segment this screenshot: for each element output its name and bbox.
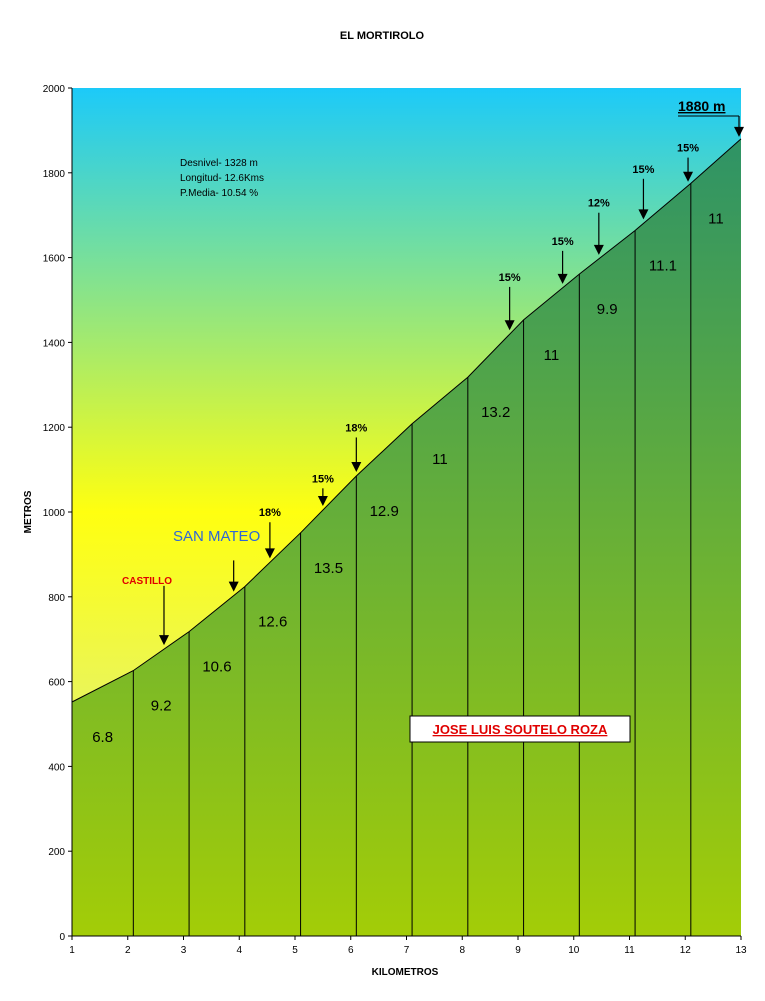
- ramp-arrow-head: [683, 171, 694, 182]
- segment-gradient-label: 13.5: [314, 560, 343, 577]
- segment-gradient-label: 9.2: [151, 698, 172, 715]
- ramp-arrow-head: [504, 320, 515, 331]
- x-tick-label: 5: [292, 945, 298, 956]
- place-label-san-mateo: SAN MATEO: [173, 528, 260, 545]
- author-credit: JOSE LUIS SOUTELO ROZA: [433, 722, 608, 737]
- y-tick-label: 400: [48, 762, 65, 773]
- segment-gradient-label: 12.6: [258, 614, 287, 631]
- ramp-arrow-head: [351, 461, 362, 472]
- x-tick-label: 2: [125, 945, 131, 956]
- x-tick-label: 12: [680, 945, 692, 956]
- x-tick-label: 7: [404, 945, 410, 956]
- stats-pendiente-media: P.Media- 10.54 %: [180, 188, 258, 199]
- ramp-arrow-head: [228, 581, 239, 592]
- y-tick-label: 2000: [43, 84, 66, 95]
- segment-gradient-label: 11: [544, 347, 560, 364]
- x-tick-label: 10: [568, 945, 580, 956]
- y-tick-label: 1200: [43, 423, 66, 434]
- segment-gradient-label: 9.9: [597, 301, 618, 318]
- summit-elevation-label: 1880 m: [678, 98, 725, 114]
- ramp-arrow-head: [317, 496, 328, 507]
- x-tick-label: 1: [69, 945, 75, 956]
- y-axis-label: METROS: [23, 490, 34, 533]
- ramp-percent-label: 18%: [259, 507, 281, 519]
- ramp-arrow-head: [557, 273, 568, 284]
- x-tick-label: 9: [515, 945, 521, 956]
- ramp-percent-label: 15%: [312, 473, 334, 485]
- ramp-percent-label: 15%: [499, 272, 521, 284]
- x-tick-label: 4: [236, 945, 242, 956]
- y-tick-label: 1400: [43, 338, 66, 349]
- x-tick-label: 3: [181, 945, 187, 956]
- segment-gradient-label: 6.8: [92, 729, 113, 746]
- y-tick-label: 200: [48, 847, 65, 858]
- y-tick-label: 1600: [43, 254, 66, 265]
- segment-gradient-label: 10.6: [202, 659, 231, 676]
- y-tick-label: 800: [48, 593, 65, 604]
- segment-gradient-label: 11: [432, 451, 448, 468]
- ramp-percent-label: 15%: [677, 143, 699, 155]
- ramp-arrow-head: [593, 244, 604, 255]
- segment-gradient-label: 11.1: [649, 257, 677, 274]
- y-tick-label: 0: [59, 932, 65, 943]
- stats-desnivel: Desnivel- 1328 m: [180, 158, 258, 169]
- ramp-percent-label: 12%: [588, 198, 610, 210]
- ramp-arrow-head: [264, 548, 275, 559]
- author-box: [409, 715, 631, 743]
- x-tick-label: 8: [459, 945, 465, 956]
- segment-gradient-label: 12.9: [370, 503, 399, 520]
- ramp-arrow-head: [638, 209, 649, 220]
- ramp-percent-label: 15%: [632, 164, 654, 176]
- x-axis-label: KILOMETROS: [372, 967, 439, 978]
- segment-gradient-label: 11: [708, 210, 724, 227]
- stats-longitud: Longitud- 12.6Kms: [180, 173, 264, 184]
- segment-gradient-label: 13.2: [481, 404, 510, 421]
- chart-title: EL MORTIROLO: [340, 30, 425, 42]
- summit-arrow-head: [734, 126, 744, 137]
- x-tick-label: 11: [624, 945, 635, 956]
- x-tick-label: 13: [735, 945, 747, 956]
- y-tick-label: 1800: [43, 169, 66, 180]
- ramp-percent-label: 18%: [345, 422, 367, 434]
- place-label-castillo: CASTILLO: [122, 576, 172, 587]
- ramp-percent-label: 15%: [552, 236, 574, 248]
- x-tick-label: 6: [348, 945, 354, 956]
- ramp-arrow-head: [158, 635, 169, 646]
- y-tick-label: 600: [48, 678, 65, 689]
- y-tick-label: 1000: [43, 508, 66, 519]
